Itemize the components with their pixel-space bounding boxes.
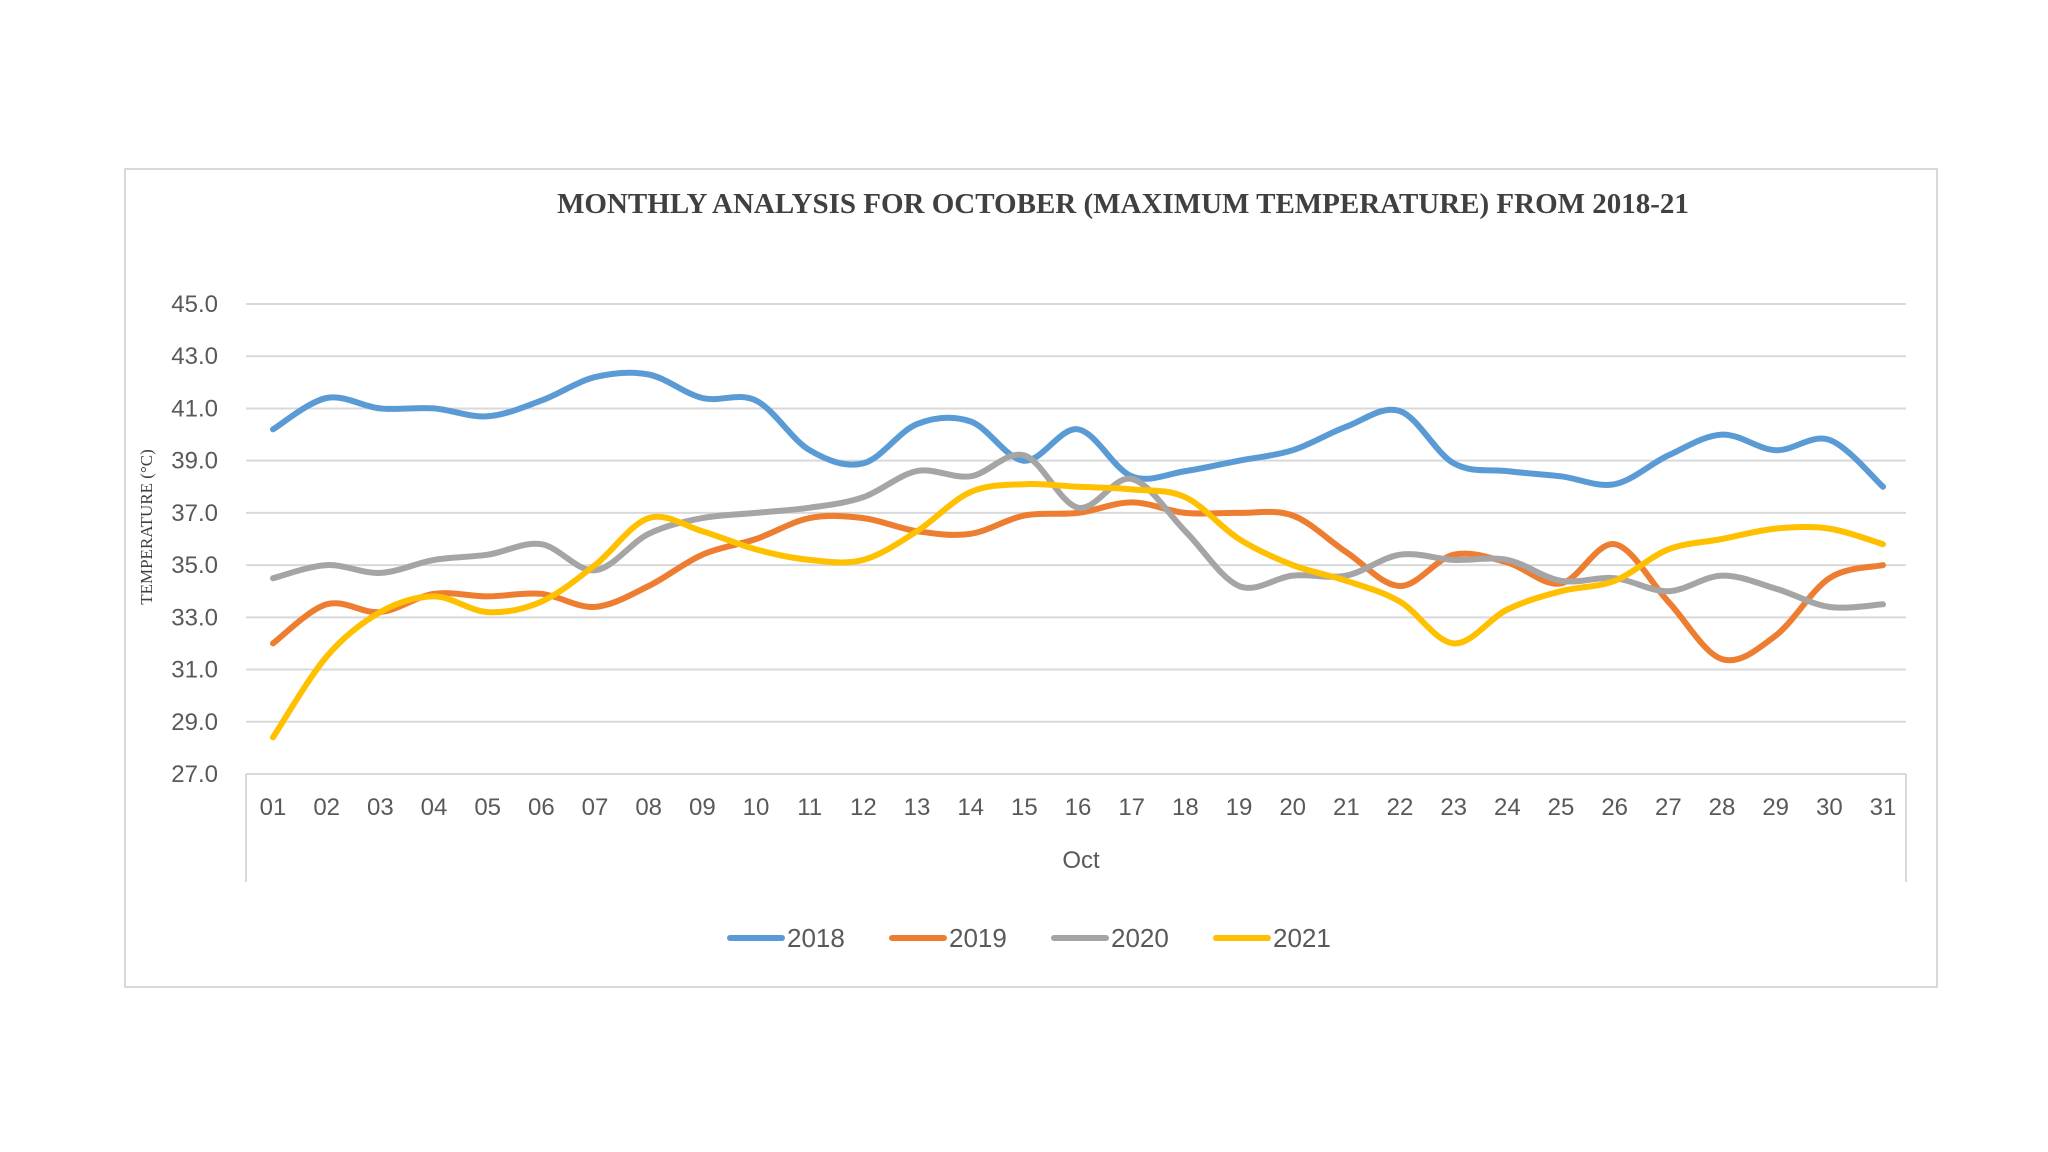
x-tick-label: 08 (635, 794, 662, 821)
x-tick-label: 30 (1816, 794, 1843, 821)
x-tick-label: 19 (1226, 794, 1253, 821)
x-tick-label: 31 (1870, 794, 1897, 821)
x-tick-label: 06 (528, 794, 555, 821)
x-tick-label: 11 (797, 794, 822, 821)
x-tick-label: 04 (421, 794, 448, 821)
legend: 2018 2019 2020 2021 (727, 923, 1331, 953)
chart-title: MONTHLY ANALYSIS FOR OCTOBER (MAXIMUM TE… (557, 188, 1689, 220)
x-tick-label: 15 (1011, 794, 1038, 821)
x-tick-label: 01 (260, 794, 287, 821)
legend-label-2019: 2019 (949, 923, 1007, 953)
x-tick-label: 14 (957, 794, 984, 821)
legend-label-2020: 2020 (1111, 923, 1169, 953)
x-tick-label: 25 (1548, 794, 1575, 821)
x-tick-label: 09 (689, 794, 716, 821)
x-tick-label: 26 (1601, 794, 1628, 821)
x-tick-label: 28 (1709, 794, 1736, 821)
x-tick-label: 13 (904, 794, 931, 821)
legend-label-2018: 2018 (787, 923, 845, 953)
x-tick-label: 27 (1655, 794, 1682, 821)
x-tick-label: 02 (313, 794, 340, 821)
y-tick-label: 39.0 (171, 448, 218, 475)
series-line-2018 (270, 369, 1886, 490)
series-lines (270, 369, 1886, 741)
y-tick-label: 43.0 (171, 343, 218, 370)
x-tick-label: 03 (367, 794, 394, 821)
y-tick-label: 45.0 (171, 291, 218, 318)
x-tick-label: 16 (1065, 794, 1092, 821)
x-tick-label: 17 (1118, 794, 1145, 821)
x-tick-label: 05 (474, 794, 501, 821)
y-tick-label: 35.0 (171, 552, 218, 579)
y-axis-label: TEMPERATURE (°C) (137, 449, 156, 605)
y-tick-label: 33.0 (171, 604, 218, 631)
y-tick-label: 27.0 (171, 761, 218, 788)
y-tick-label: 37.0 (171, 500, 218, 527)
x-tick-label: 10 (743, 794, 770, 821)
chart-frame: MONTHLY ANALYSIS FOR OCTOBER (MAXIMUM TE… (124, 168, 1938, 988)
legend-label-2021: 2021 (1273, 923, 1331, 953)
x-axis-label: Oct (1062, 847, 1100, 874)
x-tick-label: 24 (1494, 794, 1521, 821)
x-tick-label: 22 (1387, 794, 1414, 821)
y-tick-label: 41.0 (171, 395, 218, 422)
y-tick-label: 29.0 (171, 709, 218, 736)
x-tick-label: 07 (582, 794, 609, 821)
series-line-2019 (270, 499, 1886, 664)
series-line-2020 (270, 451, 1886, 611)
y-tick-label: 31.0 (171, 657, 218, 684)
series-line-2021 (270, 481, 1886, 741)
gridlines (246, 303, 1906, 775)
line-chart: MONTHLY ANALYSIS FOR OCTOBER (MAXIMUM TE… (137, 188, 1907, 953)
x-tick-label: 29 (1762, 794, 1789, 821)
x-tick-label: 21 (1333, 794, 1360, 821)
x-tick-label: 20 (1279, 794, 1306, 821)
x-tick-label: 12 (850, 794, 877, 821)
x-tick-label: 23 (1440, 794, 1467, 821)
x-axis-ticks: 01 02 03 04 05 06 07 08 09 10 11 12 13 14 15 16 17 18 19 20… (260, 794, 1897, 821)
y-axis-ticks: 27.0 29.0 31.0 33.0 35.0 37.0 39.0 41.0 43.0 45.0 (171, 291, 218, 788)
x-axis (245, 774, 1907, 882)
x-tick-label: 18 (1172, 794, 1199, 821)
